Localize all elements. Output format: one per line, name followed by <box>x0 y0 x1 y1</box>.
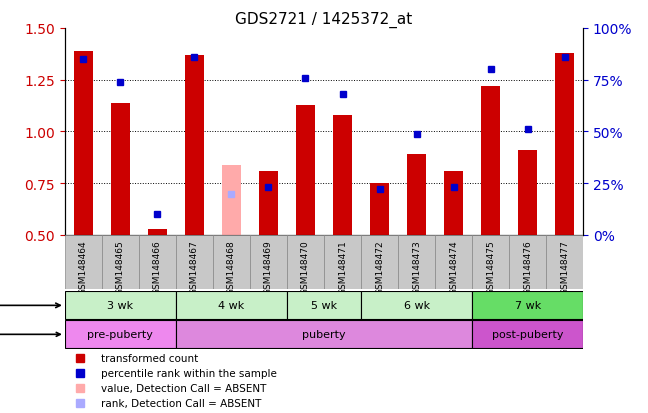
Bar <box>148 229 167 235</box>
Text: transformed count: transformed count <box>101 354 198 363</box>
Text: GSM148467: GSM148467 <box>190 240 199 294</box>
Bar <box>518 151 537 235</box>
Text: GSM148466: GSM148466 <box>153 240 162 294</box>
Bar <box>176 292 287 320</box>
Text: GSM148473: GSM148473 <box>412 240 421 294</box>
Title: GDS2721 / 1425372_at: GDS2721 / 1425372_at <box>235 12 413 28</box>
Bar <box>74 52 93 235</box>
Bar <box>472 235 509 289</box>
Text: 3 wk: 3 wk <box>108 301 133 311</box>
Bar <box>65 235 102 289</box>
Bar <box>472 320 583 349</box>
Bar <box>102 235 139 289</box>
Bar <box>509 235 546 289</box>
Text: GSM148475: GSM148475 <box>486 240 495 294</box>
Bar <box>333 116 352 235</box>
Text: rank, Detection Call = ABSENT: rank, Detection Call = ABSENT <box>101 398 261 408</box>
Text: GSM148464: GSM148464 <box>79 240 88 294</box>
Bar <box>65 320 176 349</box>
Bar <box>176 320 472 349</box>
Text: pre-puberty: pre-puberty <box>87 330 154 339</box>
Bar <box>296 105 315 235</box>
Text: GSM148470: GSM148470 <box>301 240 310 294</box>
Bar <box>435 235 472 289</box>
Text: development stage: development stage <box>0 330 60 339</box>
Text: GSM148468: GSM148468 <box>227 240 236 294</box>
Text: post-puberty: post-puberty <box>492 330 563 339</box>
Text: GSM148476: GSM148476 <box>523 240 532 294</box>
Text: puberty: puberty <box>302 330 346 339</box>
Text: GSM148465: GSM148465 <box>116 240 125 294</box>
Text: age: age <box>0 301 60 311</box>
Bar <box>139 235 176 289</box>
Bar <box>213 235 250 289</box>
Text: GSM148477: GSM148477 <box>560 240 569 294</box>
Bar <box>408 155 426 235</box>
Bar <box>111 103 130 235</box>
Bar <box>324 235 361 289</box>
Text: 5 wk: 5 wk <box>311 301 337 311</box>
Bar <box>287 235 324 289</box>
Bar <box>481 87 500 235</box>
Bar <box>555 54 574 235</box>
Text: GSM148471: GSM148471 <box>338 240 347 294</box>
Bar <box>65 292 176 320</box>
Text: 6 wk: 6 wk <box>404 301 430 311</box>
Bar <box>176 235 213 289</box>
Bar <box>361 235 398 289</box>
Text: GSM148472: GSM148472 <box>375 240 384 294</box>
Bar <box>259 171 278 235</box>
Bar <box>546 235 583 289</box>
Bar <box>287 292 361 320</box>
Bar <box>370 184 389 235</box>
Text: GSM148474: GSM148474 <box>449 240 458 294</box>
Text: value, Detection Call = ABSENT: value, Detection Call = ABSENT <box>101 383 266 393</box>
Bar <box>398 235 435 289</box>
Bar <box>472 292 583 320</box>
Bar <box>185 56 203 235</box>
Text: percentile rank within the sample: percentile rank within the sample <box>101 368 277 378</box>
Text: 7 wk: 7 wk <box>515 301 541 311</box>
Bar <box>250 235 287 289</box>
Text: GSM148469: GSM148469 <box>264 240 273 294</box>
Bar <box>361 292 472 320</box>
Bar <box>445 171 463 235</box>
Text: 4 wk: 4 wk <box>218 301 244 311</box>
Bar <box>222 165 240 235</box>
